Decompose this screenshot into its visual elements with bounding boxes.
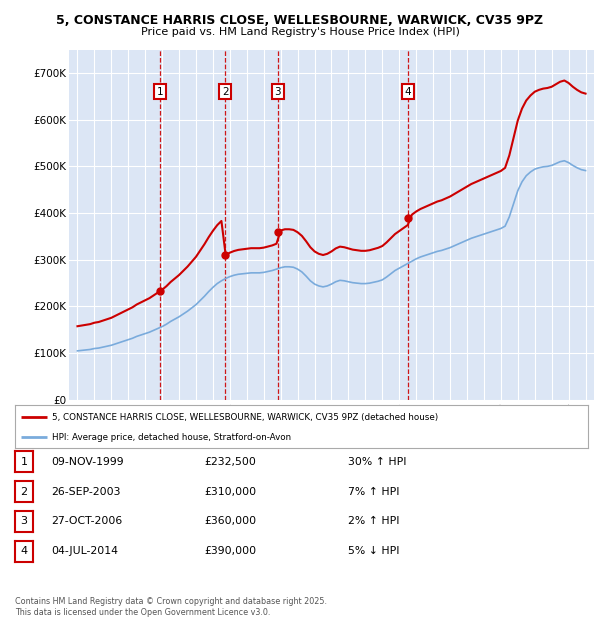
Text: 7% ↑ HPI: 7% ↑ HPI xyxy=(348,487,400,497)
Text: 5, CONSTANCE HARRIS CLOSE, WELLESBOURNE, WARWICK, CV35 9PZ (detached house): 5, CONSTANCE HARRIS CLOSE, WELLESBOURNE,… xyxy=(52,413,439,422)
Text: £232,500: £232,500 xyxy=(204,457,256,467)
Text: 2% ↑ HPI: 2% ↑ HPI xyxy=(348,516,400,526)
Text: 2: 2 xyxy=(20,487,28,497)
Text: 5% ↓ HPI: 5% ↓ HPI xyxy=(348,546,400,556)
Text: 5, CONSTANCE HARRIS CLOSE, WELLESBOURNE, WARWICK, CV35 9PZ: 5, CONSTANCE HARRIS CLOSE, WELLESBOURNE,… xyxy=(56,14,544,27)
Text: Price paid vs. HM Land Registry's House Price Index (HPI): Price paid vs. HM Land Registry's House … xyxy=(140,27,460,37)
Text: 04-JUL-2014: 04-JUL-2014 xyxy=(51,546,118,556)
Text: 27-OCT-2006: 27-OCT-2006 xyxy=(51,516,122,526)
Text: 3: 3 xyxy=(20,516,28,526)
Text: Contains HM Land Registry data © Crown copyright and database right 2025.
This d: Contains HM Land Registry data © Crown c… xyxy=(15,598,327,617)
Text: £360,000: £360,000 xyxy=(204,516,256,526)
Text: 4: 4 xyxy=(20,546,28,556)
Text: 1: 1 xyxy=(157,87,163,97)
Text: 30% ↑ HPI: 30% ↑ HPI xyxy=(348,457,407,467)
Text: 26-SEP-2003: 26-SEP-2003 xyxy=(51,487,121,497)
Text: 3: 3 xyxy=(274,87,281,97)
Text: £390,000: £390,000 xyxy=(204,546,256,556)
Text: £310,000: £310,000 xyxy=(204,487,256,497)
Text: 2: 2 xyxy=(222,87,229,97)
Text: HPI: Average price, detached house, Stratford-on-Avon: HPI: Average price, detached house, Stra… xyxy=(52,433,292,441)
Text: 4: 4 xyxy=(404,87,411,97)
Text: 1: 1 xyxy=(20,457,28,467)
Text: 09-NOV-1999: 09-NOV-1999 xyxy=(51,457,124,467)
